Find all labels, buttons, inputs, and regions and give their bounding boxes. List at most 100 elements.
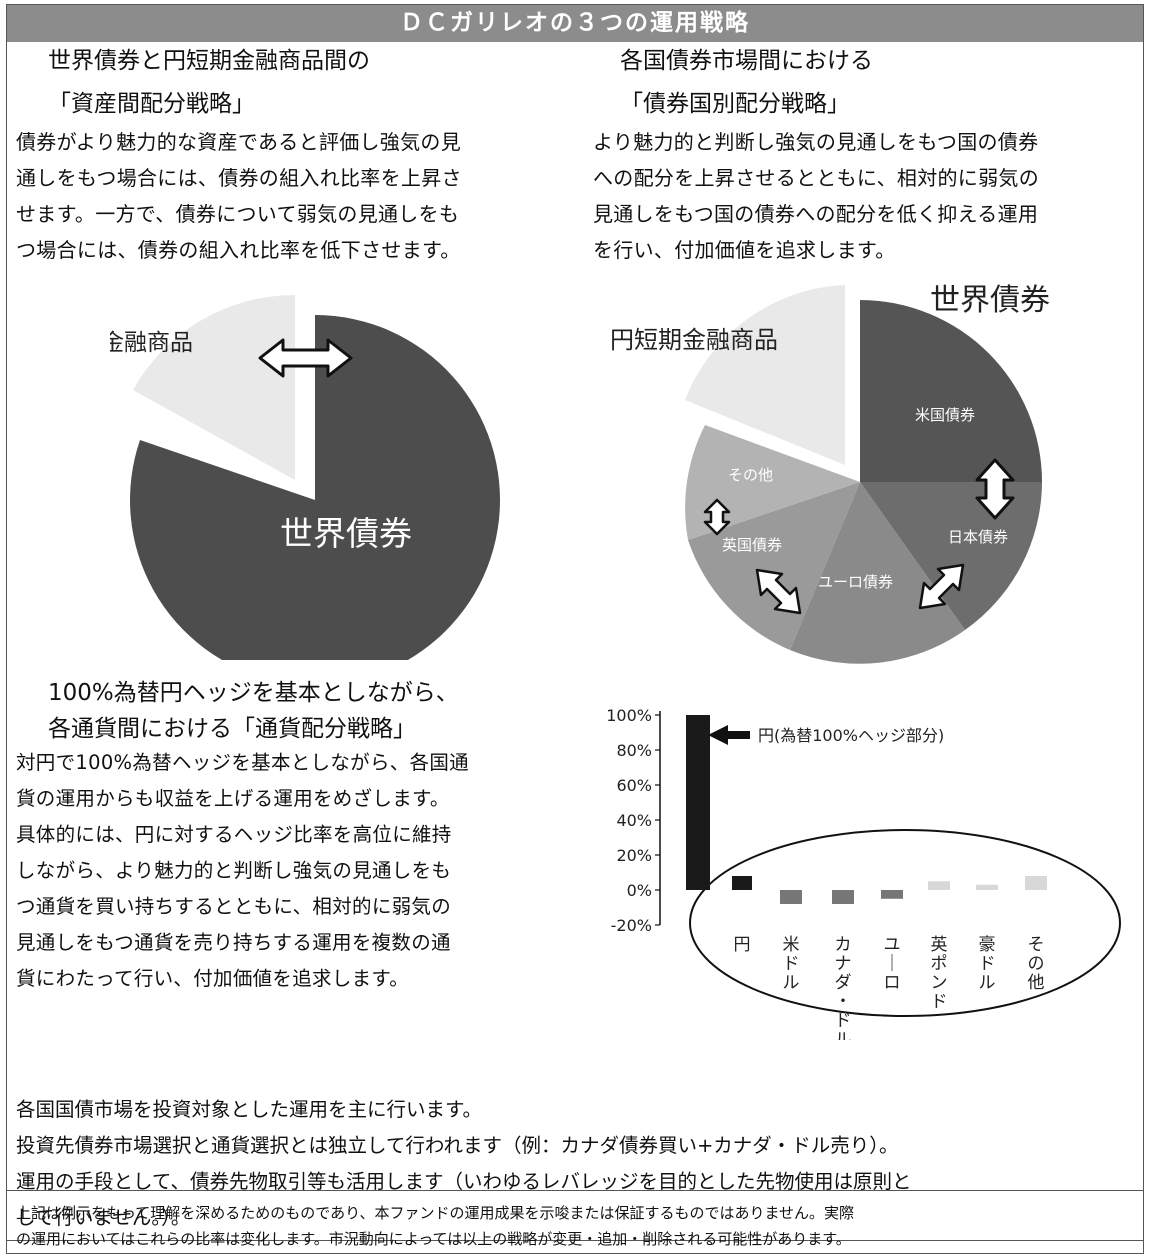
- vertical-double-arrow-icon: [975, 458, 1015, 520]
- body-line: 貨の運用からも収益を上げる運用をめざします。: [16, 787, 450, 810]
- slice-label-us: 米国債券: [915, 406, 975, 424]
- pie-slice-world-bond: [130, 315, 500, 660]
- slice-label-uk: 英国債券: [722, 536, 782, 554]
- category-label: ル: [783, 973, 800, 993]
- strategy2-body: より魅力的と判断し強気の見通しをもつ国の債券 への配分を上昇させるとともに、相対…: [593, 124, 1039, 268]
- category-label: ダ: [835, 973, 852, 993]
- pie-slice-euro: [790, 482, 965, 664]
- y-tick-label: 20%: [616, 846, 652, 865]
- bar: [976, 884, 998, 890]
- bar: [686, 715, 710, 890]
- body-line: を行い、付加価値を追求します。: [593, 238, 896, 262]
- divider: [7, 1190, 1143, 1191]
- y-tick-label: 40%: [616, 811, 652, 830]
- strategy1-heading-line1: 世界債券と円短期金融商品間の: [48, 48, 370, 74]
- body-line: つ場合には、債券の組入れ比率を低下させます。: [16, 238, 461, 262]
- y-tick-label: 60%: [616, 776, 652, 795]
- category-label: 米: [783, 935, 800, 955]
- vertical-double-arrow-icon: [703, 498, 731, 536]
- pie-slice-uk: [688, 482, 860, 650]
- category-label: 英: [931, 935, 948, 955]
- category-label: 円: [734, 935, 751, 955]
- annotation-label: 円(為替100%ヘッジ部分): [758, 726, 944, 745]
- note-line: して行いません。）。: [16, 1206, 191, 1229]
- world-bond-label: 世界債券: [280, 514, 412, 553]
- category-label: 他: [1028, 973, 1045, 993]
- body-line: せます。一方で、債券について弱気の見通しをも: [16, 202, 460, 226]
- category-label: ナ: [835, 954, 852, 974]
- world-bond-label: 世界債券: [930, 283, 1050, 318]
- category-label: ロ: [884, 973, 901, 993]
- y-tick-label: 80%: [616, 741, 652, 760]
- category-label: ン: [931, 973, 948, 993]
- country-allocation-pie: 世界債券 円短期金融商品 米国債券 日本債券 ユーロ債券 英国債券 その他: [610, 283, 1050, 664]
- page-title: ＤＣガリレオの３つの運用戦略: [7, 5, 1143, 42]
- body-line: 見通しをもつ通貨を売り持ちする運用を複数の通: [16, 931, 451, 954]
- body-line: 通しをもつ場合には、債券の組入れ比率を上昇さ: [16, 166, 462, 190]
- category-label: ド: [783, 954, 800, 974]
- body-line: 対円で100%為替ヘッジを基本としながら、各国通: [16, 751, 469, 774]
- pie-slice-short-term: [133, 294, 295, 480]
- bar: [881, 890, 903, 899]
- pie-slice-japan: [860, 482, 1042, 630]
- pie-slice-short-term: [685, 285, 845, 465]
- category-label: ド: [931, 992, 948, 1012]
- short-term-label: 円短期金融商品: [110, 330, 193, 356]
- diagonal-double-arrow-icon: [755, 568, 802, 615]
- category-label: ル: [979, 973, 996, 993]
- bar: [732, 876, 752, 890]
- pie-slice-us: [860, 300, 1042, 482]
- strategy3-body: 対円で100%為替ヘッジを基本としながら、各国通 貨の運用からも収益を上げる運用…: [16, 745, 469, 997]
- body-line: への配分を上昇させるとともに、相対的に弱気の: [593, 166, 1039, 190]
- diagonal-double-arrow-icon: [918, 563, 965, 610]
- strategy2-heading-line2: 「債券国別配分戦略」: [620, 91, 850, 117]
- disclaimer-line: の運用においてはこれらの比率は変化します。市況動向によっては以上の戦略が変更・追…: [16, 1230, 851, 1248]
- category-label: ｜: [884, 954, 901, 974]
- bar: [780, 890, 802, 904]
- strategy3-heading-line1: 100%為替円ヘッジを基本としながら、: [48, 680, 459, 706]
- disclaimer-line: 上記は例示をもって理解を深めるためのものであり、本ファンドの運用成果を示唆または…: [16, 1204, 855, 1222]
- double-arrow-icon: [258, 338, 353, 378]
- note-line: 投資先債券市場選択と通貨選択とは独立して行われます（例：カナダ債券買い+カナダ・…: [16, 1134, 899, 1157]
- note-line: 各国国債市場を投資対象とした運用を主に行います。: [16, 1098, 483, 1121]
- y-tick-label: -20%: [611, 916, 652, 935]
- bar: [832, 890, 854, 904]
- category-label: ・: [835, 992, 852, 1012]
- y-tick-label: 100%: [606, 706, 652, 725]
- divider: [7, 1240, 1143, 1241]
- strategy2-heading-line1: 各国債券市場間における: [620, 48, 873, 74]
- slice-label-other: その他: [728, 466, 773, 484]
- body-line: 債券がより魅力的な資産であると評価し強気の見: [16, 130, 461, 154]
- category-label: ド: [835, 1011, 852, 1031]
- note-line: 運用の手段として、債券先物取引等も活用します（いわゆるレバレッジを目的とした先物…: [16, 1170, 912, 1193]
- left-arrow-icon: [708, 725, 750, 745]
- bar: [1025, 876, 1047, 890]
- category-label: ユ: [884, 935, 901, 955]
- category-label: 豪: [979, 934, 996, 955]
- slice-label-japan: 日本債券: [948, 528, 1008, 546]
- body-line: つ通貨を買い持ちするとともに、相対的に弱気の: [16, 895, 452, 918]
- category-label: カ: [835, 935, 852, 955]
- body-line: 見通しをもつ国の債券への配分を低く抑える運用: [593, 202, 1039, 226]
- slice-label-euro: ユーロ債券: [818, 573, 893, 591]
- category-label: ポ: [931, 954, 948, 974]
- document-frame: [6, 4, 1144, 1254]
- y-tick-label: 0%: [627, 881, 652, 900]
- category-label: そ: [1028, 935, 1045, 955]
- currency-allocation-chart: -20%0%20%40%60%80%100%円 米ドルカナダ・ドルユ｜ロ英ポンド豪…: [606, 706, 1121, 1040]
- category-label: ド: [979, 954, 996, 974]
- highlight-ellipse: [689, 829, 1121, 1017]
- strategy3-heading-line2: 各通貨間における「通貨配分戦略」: [48, 716, 416, 742]
- disclaimer: 上記は例示をもって理解を深めるためのものであり、本ファンドの運用成果を示唆または…: [16, 1200, 854, 1252]
- body-line: しながら、より魅力的と判断し強気の見通しをも: [16, 859, 452, 882]
- body-line: 貨にわたって行い、付加価値を追求します。: [16, 967, 410, 990]
- short-term-label: 円短期金融商品: [610, 326, 778, 354]
- notes: 各国国債市場を投資対象とした運用を主に行います。 投資先債券市場選択と通貨選択と…: [16, 1092, 911, 1236]
- asset-allocation-pie: 円短期金融商品 世界債券: [110, 294, 500, 660]
- bar: [928, 881, 950, 890]
- body-line: より魅力的と判断し強気の見通しをもつ国の債券: [593, 130, 1039, 154]
- strategy1-heading-line2: 「資産間配分戦略」: [48, 91, 255, 117]
- category-label: ル: [835, 1030, 852, 1040]
- category-label: の: [1028, 954, 1045, 974]
- body-line: 具体的には、円に対するヘッジ比率を高位に維持: [16, 823, 452, 846]
